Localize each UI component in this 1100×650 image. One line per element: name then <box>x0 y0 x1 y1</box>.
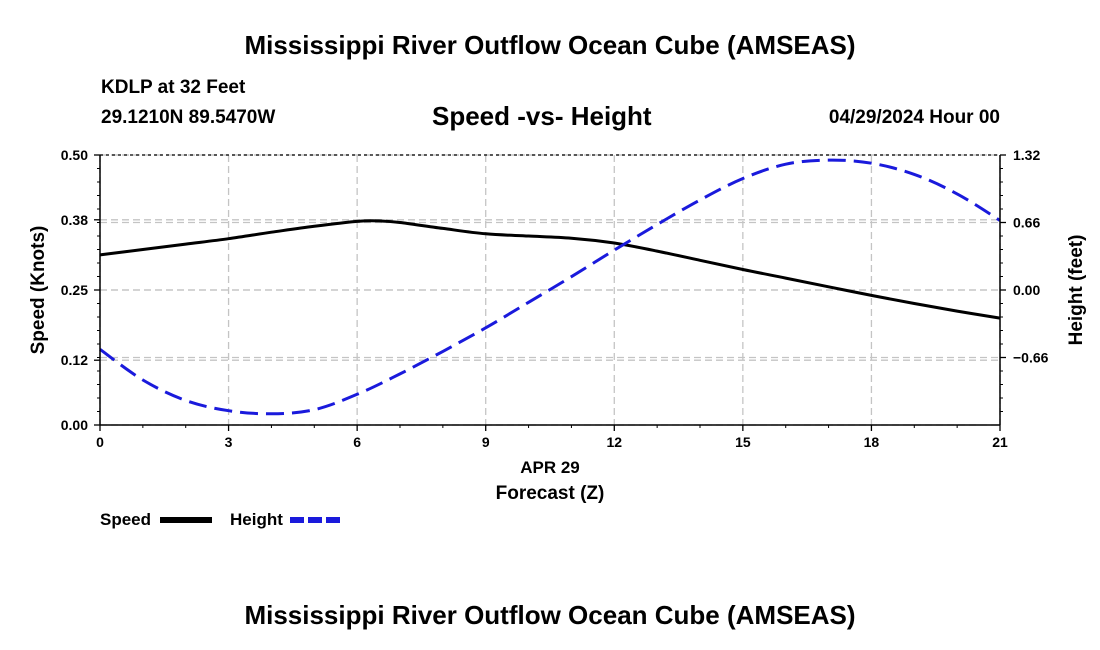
forecast-datetime: 04/29/2024 Hour 00 <box>828 107 1000 128</box>
legend-speed-label: Speed <box>100 510 152 529</box>
y-right-tick-label: 0.00 <box>1013 282 1040 298</box>
y-left-tick-label: 0.00 <box>61 417 88 433</box>
x-tick-label: 3 <box>225 434 233 450</box>
x-tick-label: 12 <box>606 434 622 450</box>
footer-title: Mississippi River Outflow Ocean Cube (AM… <box>244 600 856 630</box>
y-right-tick-label: 0.66 <box>1013 215 1040 231</box>
y-right-tick-label: −0.66 <box>1013 350 1049 366</box>
tick-labels: 0 3 6 9 12 15 18 21 0.00 0.12 0.25 0.38 0.50 −0.66 0.0… <box>28 147 1087 450</box>
main-title: Mississippi River Outflow Ocean Cube (AM… <box>244 30 856 60</box>
y-left-axis-title: Speed (Knots) <box>28 226 49 355</box>
y-left-tick-label: 0.38 <box>61 212 88 228</box>
legend-height-label: Height <box>230 510 283 529</box>
station-coordinates: 29.1210N 89.5470W <box>101 107 276 128</box>
series-line-height <box>99 158 1001 416</box>
y-left-tick-label: 0.25 <box>61 282 88 298</box>
plot-frame <box>94 154 1006 431</box>
x-tick-label: 6 <box>353 434 361 450</box>
series-layer <box>99 158 1001 416</box>
station-label: KDLP at 32 Feet <box>101 77 246 98</box>
x-axis-date-label: APR 29 <box>520 458 580 477</box>
y-right-tick-label: 1.32 <box>1013 147 1040 163</box>
x-tick-label: 21 <box>992 434 1008 450</box>
x-tick-label: 9 <box>482 434 490 450</box>
x-tick-label: 0 <box>96 434 104 450</box>
x-tick-label: 18 <box>864 434 880 450</box>
y-right-axis-title: Height (feet) <box>1066 235 1087 346</box>
x-axis-title: Forecast (Z) <box>495 483 605 504</box>
y-left-tick-label: 0.12 <box>61 352 88 368</box>
chart-subtitle: Speed -vs- Height <box>432 101 652 131</box>
series-line-speed <box>99 219 1001 320</box>
y-left-tick-label: 0.50 <box>61 147 88 163</box>
x-tick-label: 15 <box>735 434 751 450</box>
